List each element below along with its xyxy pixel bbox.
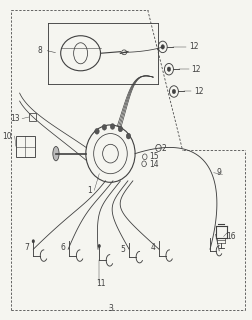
Circle shape — [94, 128, 99, 134]
Ellipse shape — [53, 147, 59, 161]
Bar — [29, 113, 36, 121]
Text: 16: 16 — [225, 232, 235, 241]
Circle shape — [126, 133, 130, 139]
Text: 7: 7 — [24, 243, 29, 252]
Text: 8: 8 — [37, 45, 42, 55]
Text: 12: 12 — [193, 87, 203, 96]
Text: 12: 12 — [188, 42, 198, 52]
Circle shape — [32, 239, 35, 243]
Text: 6: 6 — [60, 243, 65, 252]
Text: 5: 5 — [120, 245, 125, 254]
Circle shape — [110, 124, 114, 129]
Circle shape — [167, 67, 170, 71]
Circle shape — [172, 89, 175, 94]
Text: 13: 13 — [10, 114, 20, 123]
Text: 4: 4 — [150, 243, 154, 252]
Text: 1: 1 — [87, 186, 91, 195]
Text: 9: 9 — [215, 168, 220, 177]
Text: 11: 11 — [95, 279, 105, 288]
Text: 14: 14 — [148, 160, 158, 169]
Text: 2: 2 — [161, 144, 166, 153]
Text: 15: 15 — [148, 152, 158, 161]
Text: 10: 10 — [3, 132, 12, 140]
Circle shape — [97, 244, 100, 248]
Bar — [16, 136, 35, 157]
Circle shape — [118, 126, 122, 132]
Circle shape — [160, 45, 164, 49]
Circle shape — [102, 124, 106, 130]
Text: 12: 12 — [191, 65, 200, 74]
Text: 3: 3 — [108, 304, 112, 313]
